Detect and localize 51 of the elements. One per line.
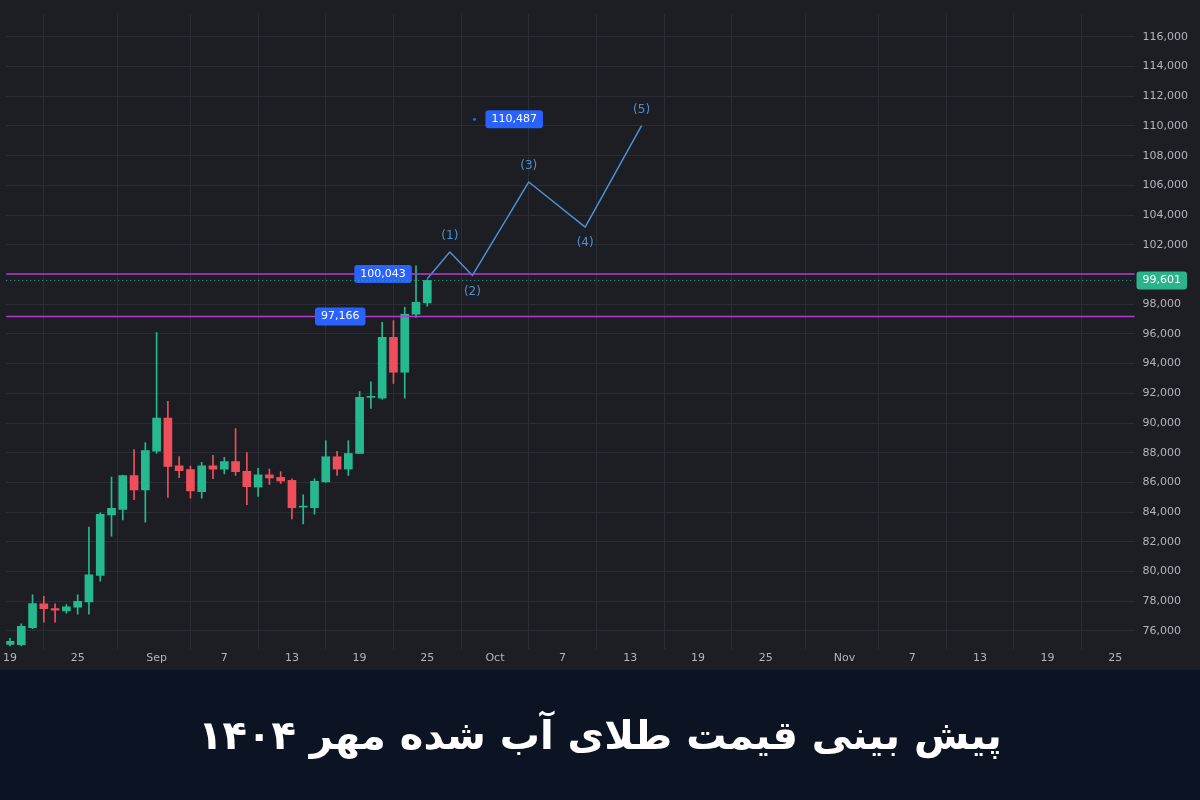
ref-line-label: 99,601 [1142, 273, 1182, 287]
x-tick-label: Sep [146, 651, 167, 665]
ref-line-label: 100,043 [360, 266, 406, 280]
annotation: (3) [520, 158, 538, 173]
annotation: 110,487 [491, 112, 537, 126]
y-tick-label: 104,000 [1142, 207, 1189, 221]
y-tick-label: 96,000 [1142, 326, 1182, 340]
y-tick-label: 88,000 [1142, 445, 1182, 459]
x-tick-label: 25 [758, 651, 773, 665]
x-tick-label: 7 [908, 651, 916, 665]
x-tick-label: 19 [690, 651, 705, 665]
y-tick-label: 94,000 [1142, 356, 1182, 370]
y-tick-label: 108,000 [1142, 148, 1189, 162]
y-tick-label: 84,000 [1142, 505, 1182, 519]
annotation: (5) [633, 101, 651, 116]
x-tick-label: 25 [420, 651, 435, 665]
x-tick-label: 25 [1108, 651, 1123, 665]
y-tick-label: 102,000 [1142, 237, 1189, 251]
y-tick-label: 98,000 [1142, 297, 1182, 311]
y-tick-label: 114,000 [1142, 59, 1189, 73]
y-tick-label: 90,000 [1142, 415, 1182, 429]
y-tick-label: 76,000 [1142, 623, 1182, 637]
text: پیش بینی قیمت طلای آب شده مهر ۱۴۰۴ [198, 712, 1002, 758]
ref-line-label: 97,166 [320, 309, 360, 323]
x-tick-label: 13 [623, 651, 638, 665]
y-tick-label: 116,000 [1142, 29, 1189, 43]
x-tick-label: Oct [485, 651, 506, 665]
y-tick-label: 106,000 [1142, 178, 1189, 192]
x-tick-label: Nov [833, 651, 856, 665]
y-tick-label: 78,000 [1142, 594, 1182, 608]
candlestick [208, 455, 218, 480]
y-tick-label: 82,000 [1142, 534, 1182, 548]
y-tick-label: 80,000 [1142, 564, 1182, 578]
x-tick-label: 13 [972, 651, 987, 665]
annotation: (4) [576, 235, 594, 250]
y-tick-label: 86,000 [1142, 475, 1182, 489]
x-tick-label: 7 [559, 651, 567, 665]
annotation: (2) [463, 283, 481, 298]
x-tick-label: 19 [352, 651, 367, 665]
y-tick-label: 92,000 [1142, 386, 1182, 400]
candlestick [39, 596, 49, 623]
x-tick-label: 13 [284, 651, 299, 665]
annotation: (1) [441, 228, 459, 243]
y-tick-label: 112,000 [1142, 89, 1189, 103]
y-tick-label: 110,000 [1142, 118, 1189, 132]
candlestick [366, 381, 376, 409]
x-tick-label: 19 [3, 651, 17, 665]
candlestick [50, 603, 60, 623]
x-tick-label: 25 [70, 651, 85, 665]
x-tick-label: 19 [1040, 651, 1055, 665]
x-tick-label: 7 [220, 651, 228, 665]
